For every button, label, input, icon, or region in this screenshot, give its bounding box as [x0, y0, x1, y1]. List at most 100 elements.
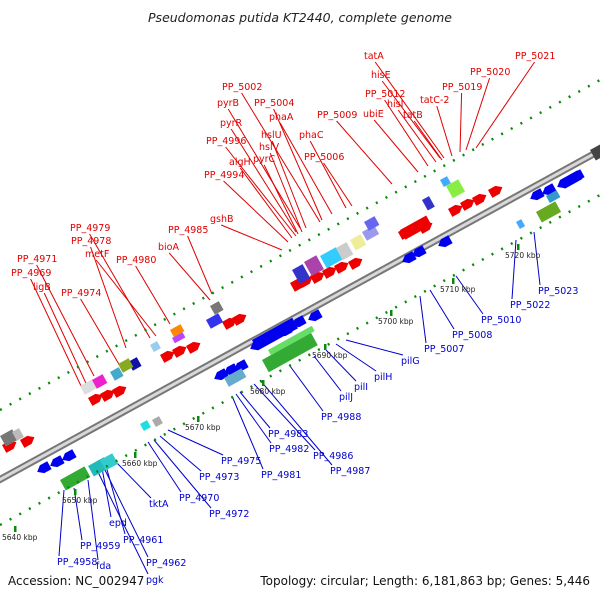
gene-label-forward: PP_5020: [470, 67, 510, 78]
gene-label-reverse: PP_4959: [80, 541, 120, 552]
label-leader-line: [73, 487, 83, 541]
reverse-gene: [214, 368, 229, 381]
label-leader-line: [43, 292, 91, 393]
label-leader-line: [533, 231, 541, 286]
label-leader-line: [159, 435, 202, 472]
gene-label-reverse: PP_4961: [123, 535, 163, 546]
label-leader-line: [89, 233, 151, 339]
gene-label-reverse: PP_5007: [424, 344, 464, 355]
label-leader-line: [105, 465, 126, 535]
label-leader-line: [115, 461, 152, 499]
feature-block: [118, 358, 134, 373]
reverse-gene: [530, 188, 545, 201]
gene-label-forward: hisE: [371, 70, 391, 81]
label-leader-line: [36, 264, 95, 377]
label-leader-line: [231, 395, 264, 470]
forward-gene: [160, 350, 175, 363]
label-leader-line: [30, 278, 83, 389]
ruler-tick: [14, 526, 17, 532]
gene-label-reverse: PP_5022: [510, 300, 550, 311]
gene-label-forward: algH: [229, 157, 251, 168]
gene-label-reverse: pilG: [401, 356, 420, 367]
forward-gene: [172, 345, 187, 358]
genome-summary: Topology: circular; Length: 6,181,863 bp…: [260, 574, 590, 588]
feature-block: [320, 247, 343, 269]
forward-gene-long: [399, 215, 432, 240]
label-leader-line: [345, 339, 404, 356]
feature-block: [291, 264, 311, 284]
label-leader-line: [227, 108, 301, 229]
label-leader-line: [335, 343, 377, 372]
forward-gene: [322, 266, 337, 279]
forward-gene: [472, 193, 487, 206]
reverse-gene: [50, 455, 65, 468]
label-leader-line: [289, 365, 324, 412]
feature-block: [224, 368, 247, 387]
gene-label-reverse: PP_4982: [269, 444, 309, 455]
label-leader-line: [309, 140, 347, 209]
gene-label-forward: ubiE: [363, 109, 384, 120]
feature-block: [422, 196, 435, 211]
ruler-tick: [134, 452, 137, 458]
feature-block: [515, 219, 526, 229]
feature-block: [206, 313, 224, 329]
forward-gene: [186, 341, 201, 354]
label-leader-line: [455, 275, 484, 315]
gene-label-forward: PP_4996: [206, 136, 246, 147]
gene-label-forward: hslU: [261, 130, 282, 141]
upper-dotted-track: [0, 78, 600, 412]
gene-label-forward: hslV: [259, 142, 280, 153]
gene-label-reverse: fda: [96, 561, 111, 572]
feature-block: [140, 420, 151, 431]
genome-backbone-highlight: [0, 148, 600, 482]
label-leader-line: [419, 295, 427, 344]
gene-label-reverse: PP_4988: [321, 412, 361, 423]
label-leader-line: [239, 391, 271, 429]
label-leader-line: [384, 99, 429, 167]
ruler-tick: [517, 244, 520, 250]
gene-label-forward: phaA: [269, 112, 294, 123]
gene-label-reverse: pgk: [146, 575, 164, 586]
feature-block: [80, 379, 98, 395]
label-leader-line: [235, 393, 272, 444]
ruler-tick: [324, 344, 327, 350]
feature-block: [350, 234, 367, 251]
gene-label-forward: metF: [85, 249, 109, 260]
gene-label-forward: PP_4974: [61, 288, 101, 299]
ruler-tick-label: 5690 kbp: [312, 351, 348, 360]
gene-label-reverse: PP_4975: [221, 456, 261, 467]
gene-label-forward: tatA: [364, 51, 384, 62]
forward-gene: [334, 261, 349, 274]
reverse-gene-long: [252, 317, 299, 351]
forward-gene: [448, 204, 463, 217]
feature-block: [262, 332, 318, 373]
label-leader-line: [168, 252, 211, 301]
label-leader-line: [279, 122, 333, 215]
gene-label-reverse: pilI: [354, 382, 368, 393]
label-leader-line: [269, 152, 303, 233]
forward-gene: [88, 393, 103, 406]
label-leader-line: [80, 298, 121, 367]
reverse-gene: [412, 245, 427, 258]
gene-label-reverse: PP_4987: [330, 466, 370, 477]
label-leader-line: [135, 265, 171, 325]
label-leader-line: [241, 92, 321, 223]
label-leader-line: [413, 120, 443, 161]
label-leader-line: [221, 224, 283, 251]
label-leader-line: [225, 146, 297, 237]
label-leader-line: [239, 167, 293, 239]
reverse-gene: [438, 235, 453, 248]
label-leader-line: [167, 429, 224, 456]
label-leader-line: [90, 246, 127, 349]
reverse-gene: [37, 461, 52, 474]
label-leader-line: [87, 479, 99, 561]
gene-label-forward: ligB: [33, 282, 51, 293]
ruler-tick: [262, 380, 265, 386]
ruler-tick-label: 5700 kbp: [378, 317, 414, 326]
gene-label-reverse: pilJ: [339, 392, 353, 403]
gene-label-forward: tatB: [403, 110, 423, 121]
forward-gene: [232, 313, 247, 326]
label-leader-line: [58, 489, 65, 557]
label-leader-line: [147, 441, 182, 493]
